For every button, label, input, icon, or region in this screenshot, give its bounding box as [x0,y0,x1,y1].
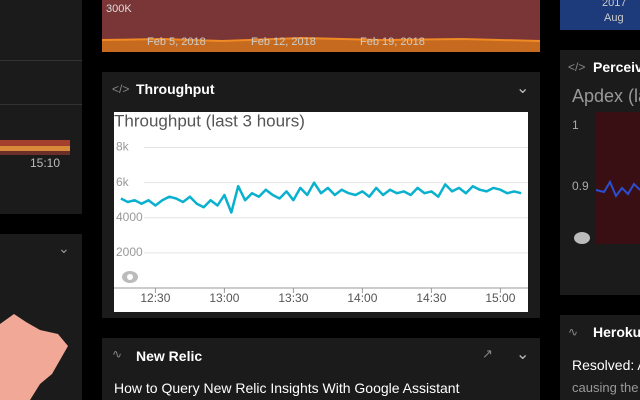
news-panel: ∿ New Relic ↗ ⌄ How to Query New Relic I… [102,338,540,400]
y-tick-label: 6k [116,175,130,189]
tick-label: 1 [572,118,579,132]
year: 2017 [602,0,627,9]
panel-header: Heroku [593,324,640,340]
region [0,314,68,400]
x-tick-label: 14:00 [347,291,377,305]
line [595,179,640,198]
top-panel: 300K Feb 5, 2018 Feb 12, 2018 Feb 19, 20… [102,0,540,52]
code-icon: </> [568,60,586,74]
eye-icon[interactable] [122,271,138,283]
area-chart [102,36,540,52]
chart-title: Apdex (la [572,86,640,106]
x-tick-label: 13:30 [278,291,308,305]
map [0,314,68,400]
article-link[interactable]: How to Query New Relic Insights With Goo… [114,380,460,396]
plot-area [596,112,640,244]
heroku-panel: ∿ Heroku Resolved: A causing the [560,315,640,400]
month: Aug [604,12,624,24]
grid [0,60,82,61]
tick-label: 0.9 [572,179,589,193]
apdex-line [574,179,640,244]
time-label: 15:10 [30,156,61,170]
x-tick-label: 15:00 [485,291,515,305]
y-tick-label: 8k [116,140,130,154]
panel-header: Throughput [136,81,215,97]
chart: Throughput (last 3 hours) 2000 4000 6k 8k 12… [114,112,528,312]
date-label: Feb 12, 2018 [251,36,316,48]
chevron[interactable]: ⌄ [58,240,70,256]
rss-icon: ∿ [568,325,579,339]
band [0,140,70,146]
panel-header: New Relic [136,348,203,364]
panel-header: Perceiv [593,59,640,75]
y-tick-label: 4000 [116,210,143,224]
band [0,151,70,155]
eye-icon[interactable] [574,232,590,244]
status[interactable]: Resolved: A [572,357,640,373]
map-panel: ⌄ [0,234,82,400]
left-panel: 15:10 [0,0,82,214]
chevron[interactable]: ⌄ [516,346,530,363]
rss-icon: ∿ [112,347,123,361]
x-tick-label: 12:30 [140,291,170,305]
date-label: Feb 19, 2018 [360,36,425,48]
line [102,36,540,43]
corner-item: 2017 Aug [560,0,640,30]
x-tick-label: 14:30 [416,291,446,305]
date-label: Feb 5, 2018 [147,36,206,48]
chart-title: Throughput (last 3 hours) [114,112,305,130]
x-tick-label: 13:00 [209,291,239,305]
axis-label: 300K [106,3,132,15]
grid [0,104,82,105]
band [0,146,70,151]
y-tick-label: 2000 [116,245,143,259]
external-link[interactable]: ↗ [482,346,493,361]
code-icon: </> [112,82,130,96]
throughput-line [120,181,522,214]
chevron[interactable]: ⌄ [516,80,530,97]
detail: causing the [572,380,639,395]
apdex-panel: </> Perceiv Apdex (la 1 0.9 [560,50,640,295]
